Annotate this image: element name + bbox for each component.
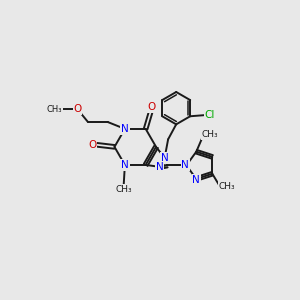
Text: O: O bbox=[88, 140, 97, 150]
Text: O: O bbox=[147, 102, 156, 112]
Text: N: N bbox=[182, 160, 189, 170]
Text: O: O bbox=[74, 104, 82, 114]
Text: CH₃: CH₃ bbox=[218, 182, 235, 191]
Text: Cl: Cl bbox=[205, 110, 215, 120]
Text: N: N bbox=[121, 160, 129, 170]
Text: N: N bbox=[192, 175, 200, 185]
Text: N: N bbox=[156, 162, 163, 172]
Text: N: N bbox=[161, 153, 169, 163]
Text: CH₃: CH₃ bbox=[202, 130, 218, 139]
Text: CH₃: CH₃ bbox=[47, 105, 62, 114]
Text: N: N bbox=[121, 124, 129, 134]
Text: CH₃: CH₃ bbox=[116, 184, 132, 194]
